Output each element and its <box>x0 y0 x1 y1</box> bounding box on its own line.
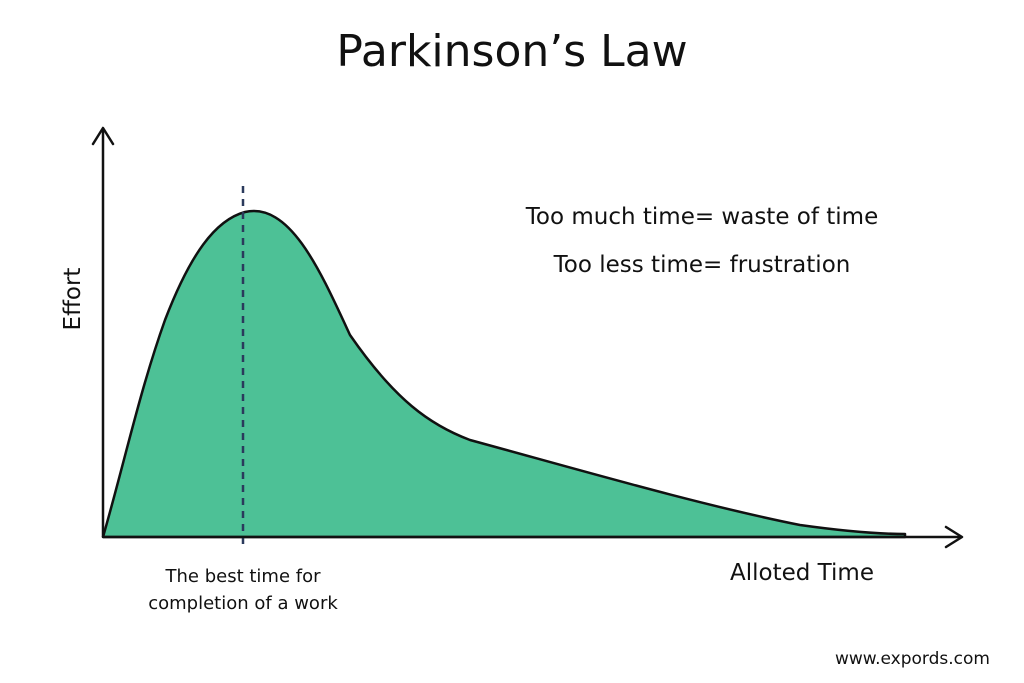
footer-website: www.expords.com <box>835 649 990 669</box>
x-axis-label: Alloted Time <box>730 560 874 586</box>
x-axis <box>103 525 964 549</box>
y-axis <box>91 126 115 537</box>
best-time-label-line1: The best time for <box>165 566 322 587</box>
note-too-much-time: Too much time= waste of time <box>525 204 878 230</box>
note-too-less-time: Too less time= frustration <box>553 252 851 278</box>
x-axis-arrow-icon <box>944 525 964 549</box>
y-axis-arrow-icon <box>91 126 115 146</box>
best-time-label-line2: completion of a work <box>148 593 338 614</box>
y-axis-label: Effort <box>60 268 86 331</box>
page-title: Parkinson’s Law <box>336 26 687 77</box>
effort-curve <box>101 209 907 539</box>
